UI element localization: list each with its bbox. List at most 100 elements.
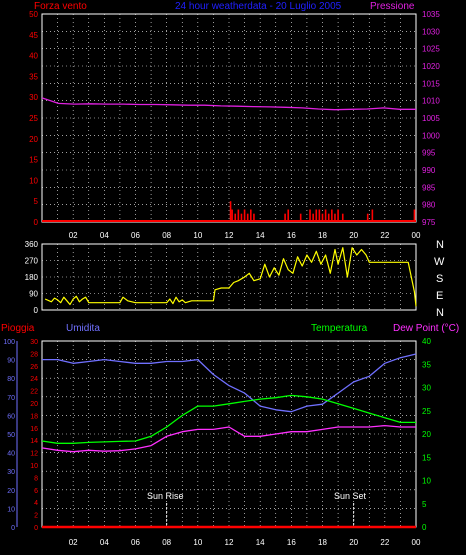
humidity-tick-label: 90: [7, 358, 15, 365]
pressure-tick-label: 1025: [422, 45, 440, 54]
humidity-tick-label: 80: [7, 376, 15, 383]
wind-speed-bar: [334, 213, 336, 222]
compass-n-bottom: N: [436, 307, 444, 319]
wind-tick-label: 5: [34, 197, 39, 206]
wind-pressure-panel: Forza vento 24 hour weatherdata - 20 Lug…: [29, 1, 440, 240]
wind-tick-label: 30: [29, 93, 38, 102]
bottom-x-tick-label: 16: [287, 538, 296, 547]
rain-tick-label: 4: [34, 500, 38, 507]
pressure-tick-label: 995: [422, 149, 436, 158]
top-x-tick-label: 00: [412, 231, 421, 240]
wind-speed-bar: [337, 209, 339, 222]
humidity-tick-label: 100: [3, 339, 15, 346]
wind-tick-label: 25: [29, 114, 38, 123]
rain-tick-label: 8: [34, 475, 38, 482]
top-x-tick-label: 02: [69, 231, 78, 240]
humidity-tick-label: 70: [7, 395, 15, 402]
bottom-x-tick-label: 02: [69, 538, 78, 547]
temperature-tick-label: 5: [422, 500, 427, 509]
top-series: [41, 97, 416, 222]
wind-speed-bar: [413, 209, 416, 222]
top-x-tick-label: 08: [162, 231, 171, 240]
wind-speed-bar: [312, 213, 314, 222]
wind-tick-label: 35: [29, 72, 38, 81]
chart-title: 24 hour weatherdata - 20 Luglio 2005: [175, 1, 342, 12]
wind-direction-panel: 0 90 180 270 360 N W S E N: [25, 239, 445, 319]
temperature-tick-label: 40: [422, 337, 431, 346]
wind-speed-bar: [243, 209, 246, 222]
bottom-axes: 0102030405060708090100024681012141618202…: [3, 337, 431, 532]
top-x-tick-label: 06: [131, 231, 140, 240]
wind-speed-bar: [371, 209, 374, 222]
temperature-tick-label: 15: [422, 453, 431, 462]
direction-tick-label: 360: [25, 240, 39, 249]
bottom-x-tick-label: 12: [225, 538, 234, 547]
humidity-line: [42, 353, 417, 413]
temperature-tick-label: 25: [422, 407, 431, 416]
rain-tick-label: 30: [30, 339, 38, 346]
mid-series: [44, 247, 417, 307]
direction-tick-label: 0: [34, 306, 39, 315]
rain-tick-label: 22: [30, 389, 38, 396]
wind-speed-bar: [318, 209, 321, 222]
compass-n-top: N: [436, 239, 444, 251]
humidity-temperature-panel: Pioggia Umidita Temperatura Dew Point (°…: [1, 323, 459, 547]
wind-speed-bar: [284, 213, 286, 222]
rain-tick-label: 6: [34, 488, 38, 495]
wind-tick-label: 45: [29, 31, 38, 40]
pressure-tick-label: 1000: [422, 131, 440, 140]
rain-tick-label: 14: [30, 438, 38, 445]
top-x-tick-label: 10: [193, 231, 202, 240]
mid-grid: [41, 243, 417, 311]
temperature-tick-label: 35: [422, 360, 431, 369]
wind-speed-bar: [366, 213, 369, 222]
pressure-tick-label: 975: [422, 218, 436, 227]
top-axes: 0510152025303540455097598098599099510001…: [29, 10, 440, 227]
pressure-tick-label: 985: [422, 183, 436, 192]
humidity-tick-label: 40: [7, 451, 15, 458]
humidity-tick-label: 20: [7, 488, 15, 495]
wind-tick-label: 0: [34, 218, 39, 227]
pressure-tick-label: 1035: [422, 10, 440, 19]
top-x-tick-label: 12: [225, 231, 234, 240]
temperature-tick-label: 0: [422, 523, 427, 532]
wind-direction-line: [44, 247, 417, 307]
wind-tick-label: 15: [29, 156, 38, 165]
rain-tick-label: 10: [30, 463, 38, 470]
pressure-line: [41, 97, 416, 111]
bottom-x-tick-label: 04: [100, 538, 109, 547]
wind-speed-bar: [341, 213, 344, 222]
sunrise-label: Sun Rise: [147, 491, 184, 501]
temperature-tick-label: 10: [422, 477, 431, 486]
wind-speed-bar: [287, 209, 290, 222]
bottom-x-tick-label: 22: [380, 538, 389, 547]
wind-speed-bar: [231, 209, 233, 222]
wind-speed-bar: [240, 213, 243, 222]
temperature-tick-label: 20: [422, 430, 431, 439]
bottom-series: [41, 353, 417, 529]
wind-speed-bar: [315, 209, 318, 222]
compass-s: S: [436, 273, 443, 285]
wind-tick-label: 10: [29, 176, 38, 185]
top-x-tick-label: 20: [349, 231, 358, 240]
top-x-tick-label: 16: [287, 231, 296, 240]
bottom-x-tick-label: 14: [256, 538, 265, 547]
temperature-axis-label: Temperatura: [311, 323, 368, 334]
top-x-tick-label: 22: [380, 231, 389, 240]
top-grid: 02 04 06 08 10 12 14 16 18 20 22 00: [41, 13, 421, 240]
rain-tick-label: 18: [30, 413, 38, 420]
compass-w: W: [434, 256, 445, 268]
wind-speed-bar: [237, 209, 240, 222]
pressure-axis-label: Pressione: [370, 1, 415, 12]
humidity-axis-label: Umidita: [66, 323, 100, 334]
wind-speed-bar: [234, 213, 237, 222]
bottom-x-tick-label: 20: [349, 538, 358, 547]
top-x-tick-label: 18: [318, 231, 327, 240]
temperature-line: [41, 394, 416, 444]
bottom-x-tick-label: 18: [318, 538, 327, 547]
humidity-tick-label: 50: [7, 432, 15, 439]
top-x-tick-label: 04: [100, 231, 109, 240]
bottom-x-tick-label: 10: [193, 538, 202, 547]
dewpoint-axis-label: Dew Point (°C): [393, 323, 459, 334]
